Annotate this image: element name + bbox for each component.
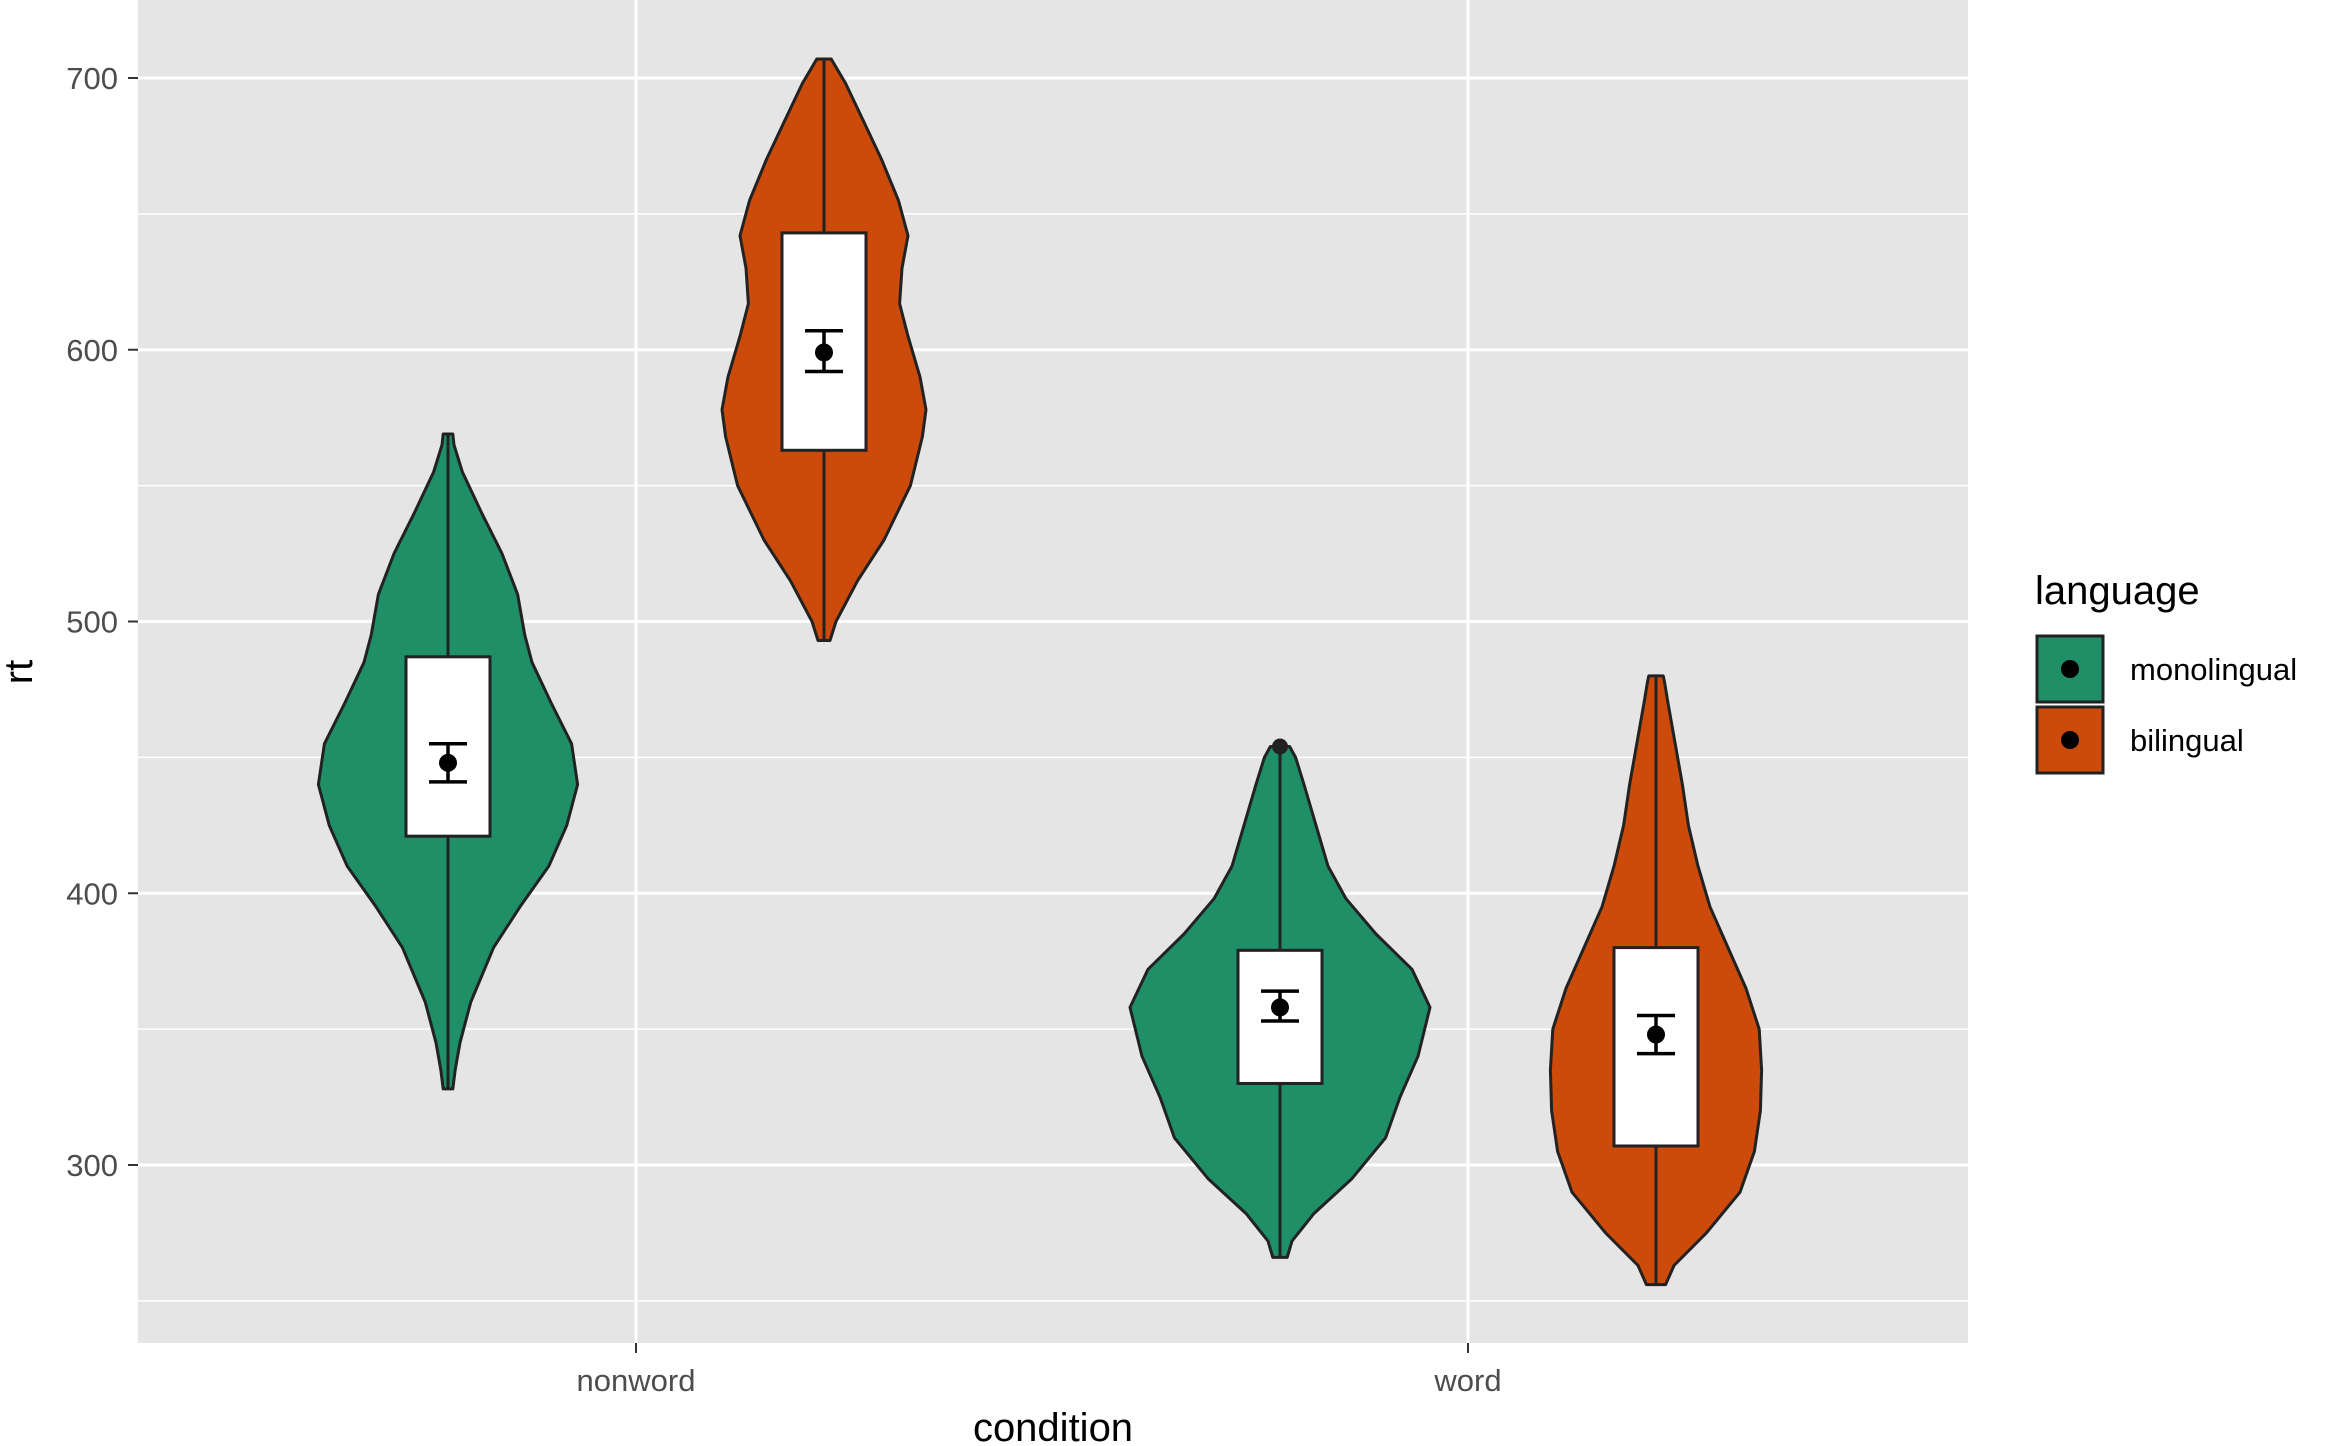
legend-title: language [2035,569,2200,613]
box [1612,946,1700,1148]
y-tick-label: 600 [66,333,118,368]
mean-point [439,753,457,772]
y-tick-label: 300 [66,1148,118,1183]
legend-key-point [2061,731,2079,749]
y-tick-label: 700 [66,61,118,96]
legend: language monolingual bilingual [2035,569,2297,775]
legend-label-monolingual: monolingual [2130,652,2297,687]
x-tick-label: word [1433,1363,1501,1398]
y-axis: 300 400 500 600 700 [66,61,138,1183]
y-tick-label: 500 [66,605,118,640]
mean-point [1271,998,1289,1017]
violins [316,57,1764,1287]
x-axis: nonword word [577,1343,1502,1398]
legend-label-bilingual: bilingual [2130,723,2244,758]
y-axis-title: rt [0,660,41,684]
legend-key-point [2061,660,2079,678]
mean-point [815,343,833,362]
x-axis-title: condition [973,1406,1133,1446]
outlier-point [1272,738,1288,755]
mean-point [1647,1025,1665,1044]
x-tick-label: nonword [577,1363,696,1398]
y-tick-label: 400 [66,876,118,911]
legend-items: monolingual bilingual [2035,634,2297,775]
